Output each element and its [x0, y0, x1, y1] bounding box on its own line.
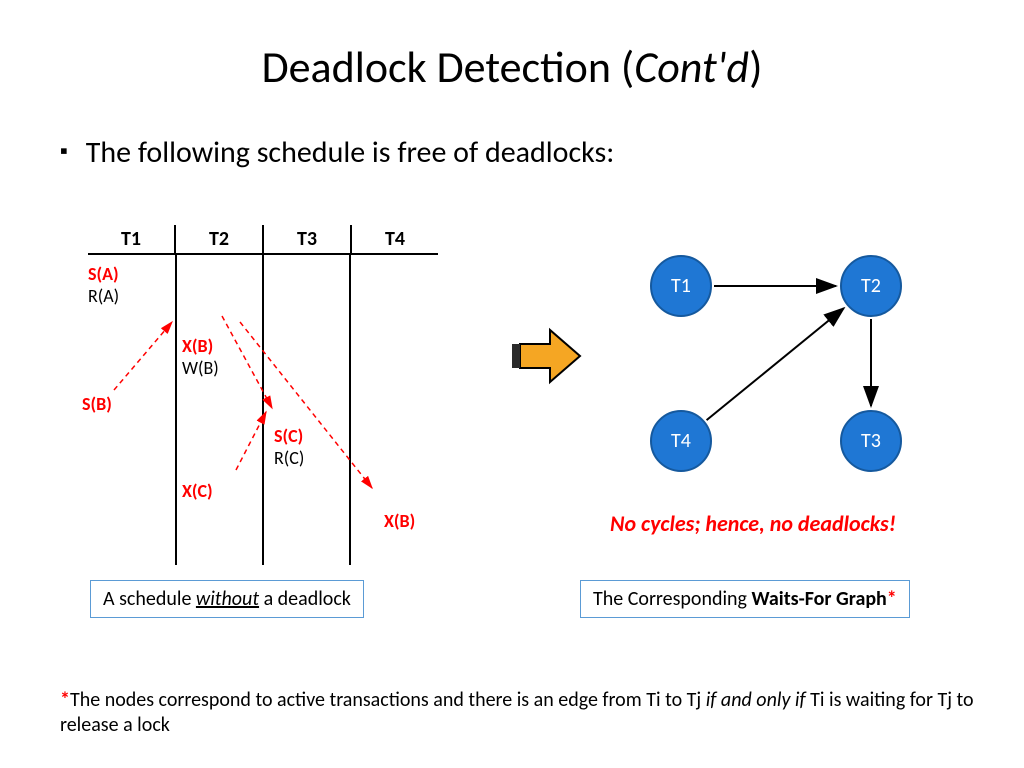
schedule-op: S(C) [274, 425, 303, 447]
footnote-it: if and only if [706, 688, 806, 712]
schedule-op: W(B) [182, 357, 219, 379]
schedule-op: R(C) [274, 447, 304, 469]
schedule-op: S(B) [82, 393, 112, 415]
no-cycles-label: No cycles; hence, no deadlocks! [610, 510, 896, 537]
schedule-vline [262, 255, 264, 565]
left-caption-ul: without [196, 587, 259, 611]
graph-node-t2: T2 [840, 255, 902, 317]
schedule-vline [349, 255, 351, 565]
schedule-op: R(A) [88, 285, 119, 307]
schedule-col-header: T4 [352, 225, 438, 253]
schedule-vline [175, 255, 177, 565]
diagram-stage: T1T2T3T4 S(A)R(A)X(B)W(B)S(B)S(C)R(C)X(C… [0, 0, 1024, 768]
big-arrow-icon [512, 330, 580, 382]
right-caption: The Corresponding Waits-For Graph* [580, 580, 910, 618]
footnote-pre: The nodes correspond to active transacti… [70, 688, 706, 712]
left-caption-pre: A schedule [103, 587, 196, 611]
schedule-header: T1T2T3T4 [88, 225, 438, 255]
schedule-table: T1T2T3T4 S(A)R(A)X(B)W(B)S(B)S(C)R(C)X(C… [88, 225, 438, 565]
footnote: *The nodes correspond to active transact… [60, 688, 984, 738]
schedule-col-header: T1 [88, 225, 176, 253]
footnote-star: * [60, 688, 70, 712]
schedule-op: S(A) [88, 263, 119, 285]
left-caption-post: a deadlock [259, 587, 351, 611]
graph-node-t4: T4 [650, 410, 712, 472]
graph-edge [707, 308, 844, 420]
schedule-body: S(A)R(A)X(B)W(B)S(B)S(C)R(C)X(C)X(B) [88, 255, 438, 565]
graph-node-t1: T1 [650, 255, 712, 317]
graph-node-t3: T3 [840, 410, 902, 472]
schedule-op: X(B) [384, 510, 415, 532]
schedule-op: X(B) [182, 335, 213, 357]
right-caption-pre: The Corresponding [593, 587, 752, 611]
schedule-col-header: T3 [264, 225, 352, 253]
right-caption-star: * [887, 587, 897, 611]
left-caption: A schedule without a deadlock [90, 580, 364, 618]
schedule-op: X(C) [182, 480, 213, 502]
schedule-col-header: T2 [176, 225, 264, 253]
right-caption-bold: Waits-For Graph [752, 587, 887, 611]
